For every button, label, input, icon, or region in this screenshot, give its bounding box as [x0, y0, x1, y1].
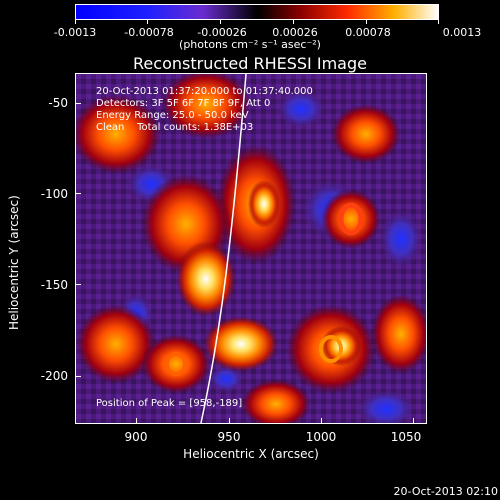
clean-counts-text: Clean Total counts: 1.38E+03 [96, 122, 254, 133]
y-axis-label: Heliocentric Y (arcsec) [7, 195, 21, 330]
detectors-text: Detectors: 3F 5F 6F 7F 8F 9F, Att 0 [96, 98, 271, 109]
colorbar-tick [366, 20, 367, 24]
image-title: Reconstructed RHESSI Image [133, 54, 367, 73]
energy-range-text: Energy Range: 25.0 - 50.0 keV [96, 110, 249, 121]
colorbar-tick [220, 20, 221, 24]
colorbar-gradient [76, 5, 438, 19]
y-tick [75, 193, 81, 194]
x-tick [321, 418, 322, 424]
colorbar-tick-label: 0.00078 [345, 26, 391, 39]
colorbar-tick [75, 20, 76, 24]
solar-limb-line [200, 74, 247, 423]
x-tick [229, 418, 230, 424]
y-tick-label: -150 [40, 278, 68, 292]
y-tick [75, 103, 81, 104]
x-tick [136, 418, 137, 424]
y-tick-label: -50 [48, 96, 68, 110]
time-range-text: 20-Oct-2013 01:37:20.000 to 01:37:40.000 [96, 86, 313, 97]
x-tick [413, 418, 414, 424]
x-tick-label: 950 [217, 430, 241, 444]
y-tick-label: -200 [40, 369, 68, 383]
colorbar-tick [438, 20, 439, 24]
y-tick [75, 376, 81, 377]
x-tick-label: 1050 [390, 430, 422, 444]
colorbar-tick-label: -0.00026 [197, 26, 247, 39]
colorbar-units: (photons cm⁻² s⁻¹ asec⁻²) [179, 38, 321, 51]
peak-position-text: Position of Peak = [958,-189] [96, 398, 243, 409]
colorbar-tick [293, 20, 294, 24]
colorbar-tick-label: 0.0013 [442, 26, 482, 39]
y-tick [75, 284, 81, 285]
colorbar-tick-label: -0.00078 [124, 26, 174, 39]
heatmap-image [76, 74, 426, 423]
colorbar-tick-label: -0.0013 [53, 26, 97, 39]
rhessi-image: 20-Oct-2013 01:37:20.000 to 01:37:40.000… [75, 73, 427, 424]
plot-timestamp: 20-Oct-2013 02:10 [393, 485, 498, 498]
x-tick-label: 1000 [305, 430, 337, 444]
y-tick-label: -100 [40, 187, 68, 201]
colorbar-tick [147, 20, 148, 24]
x-tick-label: 900 [124, 430, 148, 444]
x-axis-label: Heliocentric X (arcsec) [183, 447, 319, 461]
colorbar-tick-label: 0.00026 [272, 26, 318, 39]
colorbar [75, 4, 439, 20]
